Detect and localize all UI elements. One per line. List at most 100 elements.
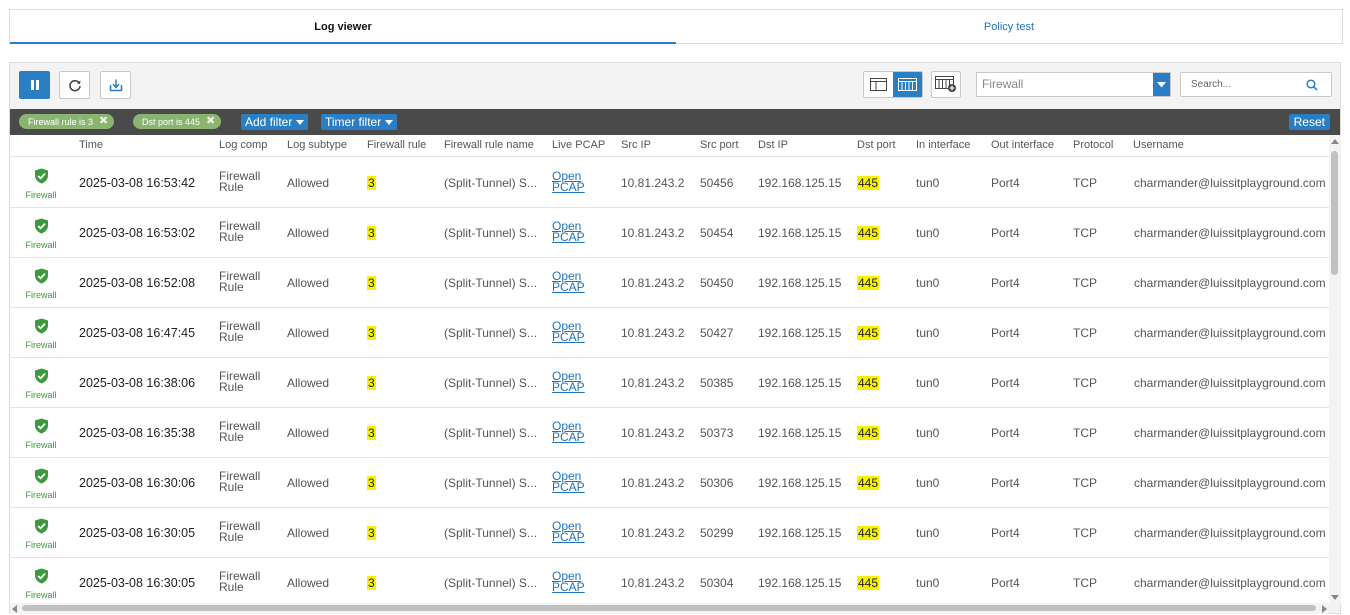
table-row[interactable]: Firewall 2025-03-08 16:30:05 Firewall Rule A…	[10, 508, 1329, 558]
open-pcap-link[interactable]: Open PCAP	[552, 469, 585, 494]
chevron-down-icon[interactable]	[1153, 73, 1170, 96]
table-row[interactable]: Firewall 2025-03-08 16:30:05 Firewall Rule A…	[10, 558, 1329, 604]
remove-filter-icon[interactable]: ✖	[99, 115, 109, 127]
column-header-protocol[interactable]: Protocol	[1073, 139, 1114, 151]
reset-button[interactable]: Reset	[1288, 114, 1330, 130]
in-interface-cell: tun0	[916, 526, 940, 540]
open-pcap-line-1: Open	[552, 269, 582, 283]
table-row[interactable]: Firewall 2025-03-08 16:52:08 Firewall Rule A…	[10, 258, 1329, 308]
protocol-cell: TCP	[1073, 276, 1097, 290]
firewall-rule-highlight: 3	[367, 226, 376, 240]
add-filter-button[interactable]: Add filter	[241, 114, 309, 130]
grid-view-button[interactable]	[893, 72, 922, 97]
column-header-log-comp[interactable]: Log comp	[219, 139, 268, 151]
log-comp-cell: Firewall Rule	[219, 220, 260, 244]
scroll-thumb[interactable]	[1331, 151, 1338, 275]
dst-ip-cell: 192.168.125.15	[758, 376, 842, 390]
log-comp-line-2: Rule	[219, 230, 244, 244]
open-pcap-link[interactable]: Open PCAP	[552, 269, 585, 294]
table-header: Time Log comp Log subtype Firewall rule …	[10, 135, 1329, 157]
search-box	[1180, 72, 1332, 97]
column-header-log-subtype[interactable]: Log subtype	[287, 139, 347, 151]
open-pcap-link[interactable]: Open PCAP	[552, 169, 585, 194]
dst-port-highlight: 445	[857, 476, 880, 490]
open-pcap-link[interactable]: Open PCAP	[552, 569, 585, 594]
open-pcap-link[interactable]: Open PCAP	[552, 219, 585, 244]
search-icon[interactable]	[1306, 78, 1318, 91]
detailed-view-button[interactable]	[864, 72, 893, 97]
dst-port-cell: 445	[857, 426, 880, 440]
table-row[interactable]: Firewall 2025-03-08 16:38:06 Firewall Rule A…	[10, 358, 1329, 408]
out-interface-cell: Port4	[991, 226, 1020, 240]
add-column-button[interactable]	[931, 71, 961, 98]
protocol-cell: TCP	[1073, 176, 1097, 190]
firewall-badge: Firewall	[24, 168, 58, 200]
view-toggle	[863, 71, 923, 98]
open-pcap-link[interactable]: Open PCAP	[552, 419, 585, 444]
log-comp-cell: Firewall Rule	[219, 169, 261, 194]
chevron-down-icon	[385, 119, 394, 125]
refresh-button[interactable]	[59, 71, 90, 99]
column-header-dst-ip[interactable]: Dst IP	[758, 139, 788, 151]
open-pcap-line-1: Open	[552, 369, 582, 383]
firewall-badge-label: Firewall	[25, 440, 57, 450]
filter-chip-firewall-rule[interactable]: Firewall rule is 3 ✖	[19, 114, 115, 129]
column-header-src-ip[interactable]: Src IP	[621, 139, 651, 151]
table-row[interactable]: Firewall 2025-03-08 16:47:45 Firewall Rule A…	[10, 308, 1329, 358]
module-select-value: Firewall	[982, 77, 1024, 91]
filter-chip-dst-port[interactable]: Dst port is 445 ✖	[133, 114, 222, 129]
column-header-src-port[interactable]: Src port	[700, 139, 739, 151]
tab-policy-test[interactable]: Policy test	[983, 20, 1035, 33]
tab-log-viewer[interactable]: Log viewer	[10, 10, 676, 44]
export-button[interactable]	[100, 71, 131, 99]
tab-bar: Log viewer Policy test	[9, 9, 1343, 44]
column-header-out-interface[interactable]: Out interface	[991, 139, 1054, 151]
log-comp-cell: Firewall Rule	[219, 270, 260, 293]
horizontal-scrollbar[interactable]	[10, 603, 1329, 614]
search-input[interactable]	[1181, 79, 1306, 90]
column-header-time[interactable]: Time	[79, 139, 104, 151]
pause-button[interactable]	[19, 71, 50, 99]
firewall-rule-highlight: 3	[367, 476, 376, 490]
scroll-left-icon[interactable]	[12, 605, 17, 613]
module-select[interactable]: Firewall	[976, 72, 1171, 97]
scroll-right-icon[interactable]	[1322, 605, 1327, 613]
log-comp-line-2: Rule	[219, 180, 244, 194]
log-comp-line-2: Rule	[219, 430, 244, 444]
column-header-live-pcap[interactable]: Live PCAP	[552, 139, 606, 151]
username-cell: charmander@luissitplayground.com	[1134, 576, 1326, 590]
vertical-scrollbar[interactable]	[1329, 135, 1341, 604]
timer-filter-button[interactable]: Timer filter	[321, 114, 398, 130]
open-pcap-link[interactable]: Open PCAP	[552, 519, 585, 544]
scroll-down-icon[interactable]	[1331, 595, 1339, 600]
live-pcap-cell: Open PCAP	[552, 569, 585, 594]
table-row[interactable]: Firewall 2025-03-08 16:30:06 Firewall Rule A…	[10, 458, 1329, 508]
column-header-username[interactable]: Username	[1133, 139, 1184, 151]
scroll-up-icon[interactable]	[1331, 139, 1339, 144]
dst-ip-cell: 192.168.125.15	[758, 176, 842, 190]
table-row[interactable]: Firewall 2025-03-08 16:53:02 Firewall Rule A…	[10, 208, 1329, 258]
table-row[interactable]: Firewall 2025-03-08 16:53:42 Firewall Rule A…	[10, 158, 1329, 208]
dst-ip-cell: 192.168.125.15	[758, 326, 842, 340]
log-subtype-cell: Allowed	[287, 526, 330, 540]
scroll-thumb[interactable]	[22, 605, 1316, 611]
src-port-cell: 50450	[700, 276, 734, 290]
log-comp-line-1: Firewall	[219, 169, 261, 183]
column-header-firewall-rule-name[interactable]: Firewall rule name	[444, 139, 534, 151]
firewall-badge: Firewall	[24, 518, 58, 550]
live-pcap-cell: Open PCAP	[552, 319, 585, 344]
column-header-dst-port[interactable]: Dst port	[857, 139, 896, 151]
remove-filter-icon[interactable]: ✖	[206, 115, 216, 127]
firewall-badge: Firewall	[24, 568, 58, 600]
live-pcap-cell: Open PCAP	[552, 269, 585, 294]
open-pcap-link[interactable]: Open PCAP	[552, 369, 585, 394]
firewall-rule-cell: 3	[367, 576, 376, 590]
log-comp-cell: Firewall Rule	[219, 419, 261, 444]
log-comp-line-1: Firewall	[219, 419, 261, 433]
column-header-in-interface[interactable]: In interface	[916, 139, 971, 151]
dst-ip-cell: 192.168.125.15	[758, 526, 842, 540]
open-pcap-link[interactable]: Open PCAP	[552, 319, 585, 344]
table-row[interactable]: Firewall 2025-03-08 16:35:38 Firewall Rule A…	[10, 408, 1329, 458]
column-header-firewall-rule[interactable]: Firewall rule	[367, 139, 427, 151]
open-pcap-line-1: Open	[552, 519, 582, 533]
